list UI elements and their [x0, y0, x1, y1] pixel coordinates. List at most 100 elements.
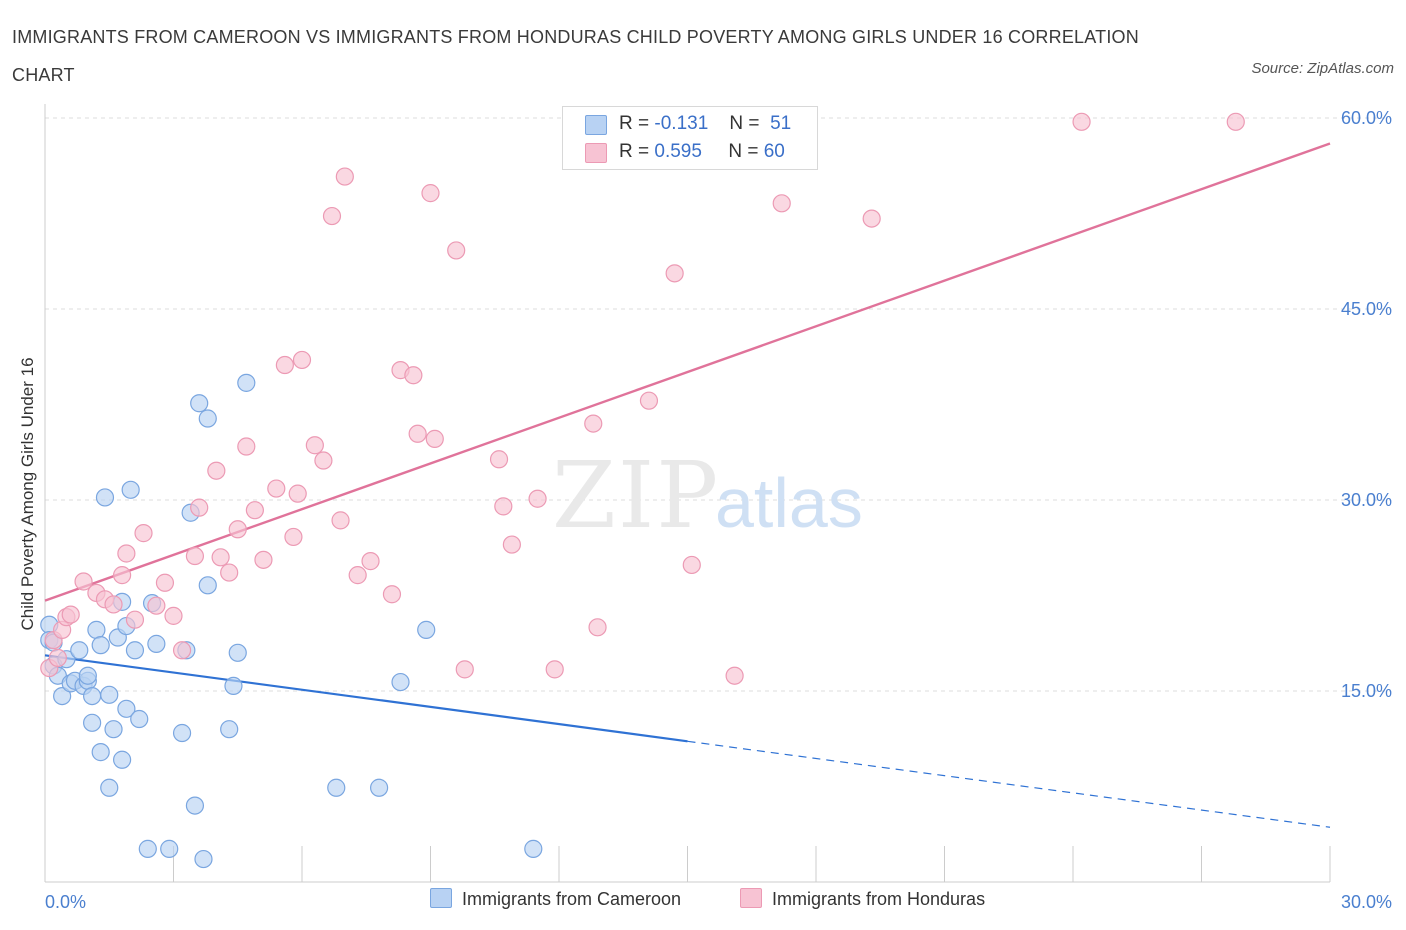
watermark: ZIP atlas	[552, 442, 863, 549]
cameroon-point	[91, 636, 110, 655]
legend-n-label: N =	[729, 113, 760, 134]
honduras-point	[1226, 112, 1245, 131]
honduras-point	[155, 573, 175, 592]
cameroon-point	[524, 839, 543, 858]
honduras-point	[228, 520, 247, 539]
honduras-point	[584, 414, 603, 433]
y-tick-label: 45.0%	[1341, 299, 1392, 319]
honduras-point	[404, 366, 423, 385]
legend-r-label: R =	[619, 141, 650, 162]
cameroon-point	[112, 750, 132, 769]
cameroon-point	[125, 641, 145, 660]
honduras-point	[275, 355, 294, 375]
honduras-point	[284, 527, 303, 547]
honduras-point	[862, 209, 881, 228]
cameroon-point	[224, 676, 243, 696]
legend-r-value-honduras: 0.595	[654, 141, 702, 162]
honduras-point	[220, 563, 239, 582]
honduras-point	[322, 206, 342, 226]
legend-r-value-cameroon: -0.131	[654, 113, 709, 134]
watermark-atlas: atlas	[715, 464, 863, 542]
bottom-legend-swatch-honduras	[740, 888, 762, 908]
bottom-legend-swatch-cameroon	[430, 888, 452, 908]
cameroon-point	[117, 699, 136, 718]
x-tick-label: 30.0%	[1341, 892, 1392, 912]
cameroon-point	[172, 723, 192, 743]
y-tick-label: 15.0%	[1341, 681, 1392, 701]
honduras-point	[682, 555, 701, 575]
bottom-legend-label-honduras: Immigrants from Honduras	[772, 889, 986, 909]
honduras-point	[489, 450, 509, 469]
legend-n-value-honduras: 60	[763, 141, 785, 162]
bottom-legend-honduras: Immigrants from Honduras	[740, 888, 985, 910]
source-label: Source: ZipAtlas.com	[1251, 60, 1394, 77]
honduras-point	[245, 501, 264, 520]
honduras-point	[331, 511, 350, 530]
honduras-point	[335, 167, 354, 186]
cameroon-point	[87, 620, 106, 639]
trend-lines	[44, 142, 1331, 828]
y-tick-label: 60.0%	[1341, 108, 1392, 128]
cameroon-point	[53, 686, 72, 706]
honduras-point	[455, 660, 474, 679]
honduras-point	[48, 648, 67, 667]
cameroon-point	[100, 685, 119, 704]
honduras-point	[172, 641, 192, 660]
honduras-point	[545, 660, 564, 679]
bottom-legend-label-cameroon: Immigrants from Cameroon	[462, 889, 682, 909]
cameroon-point	[417, 620, 436, 639]
bottom-legend-cameroon: Immigrants from Cameroon	[430, 888, 681, 910]
honduras-point	[117, 544, 136, 563]
honduras-trend-line	[44, 142, 1331, 602]
honduras-point	[1072, 112, 1091, 131]
cameroon-point	[198, 576, 217, 595]
cameroon-point	[198, 409, 217, 428]
legend-swatch-honduras	[585, 143, 607, 163]
honduras-point	[112, 566, 132, 585]
honduras-point	[125, 610, 145, 629]
legend-n-label: N =	[728, 141, 759, 162]
cameroon-point	[185, 796, 205, 815]
honduras-point	[382, 585, 402, 604]
cameroon-point	[228, 643, 247, 662]
cameroon-point	[104, 720, 123, 739]
honduras-point	[588, 618, 607, 637]
cameroon-point	[327, 778, 346, 797]
honduras-point	[185, 546, 205, 566]
honduras-point	[237, 437, 256, 456]
honduras-point	[267, 479, 286, 498]
honduras-point	[104, 595, 123, 614]
legend-r-label: R =	[619, 113, 650, 134]
honduras-point	[425, 429, 444, 448]
tick-labels: 15.0% 30.0% 45.0% 60.0% 0.0% 30.0%	[45, 108, 1392, 912]
cameroon-point	[91, 743, 110, 762]
cameroon-point	[130, 709, 149, 729]
honduras-point	[190, 498, 209, 517]
cameroon-point	[83, 686, 102, 706]
honduras-point	[134, 524, 153, 543]
honduras-point	[207, 461, 226, 480]
honduras-point	[348, 566, 367, 585]
honduras-point	[447, 241, 466, 260]
honduras-point	[211, 548, 230, 567]
cameroon-point	[138, 839, 157, 858]
cameroon-point	[190, 394, 209, 413]
legend-n-value-cameroon: 51	[770, 113, 792, 134]
honduras-point	[164, 606, 183, 625]
y-axis-label: Child Poverty Among Girls Under 16	[18, 357, 37, 630]
honduras-point	[254, 550, 273, 569]
cameroon-point	[121, 480, 140, 499]
cameroon-point	[147, 634, 166, 653]
honduras-point	[361, 552, 380, 571]
honduras-point	[292, 350, 312, 370]
honduras-point	[665, 264, 684, 283]
y-tick-label: 30.0%	[1341, 490, 1392, 510]
honduras-point	[408, 424, 427, 443]
honduras-point	[61, 605, 80, 624]
cameroon-point	[100, 778, 119, 797]
honduras-point	[494, 497, 513, 516]
chart-title: IMMIGRANTS FROM CAMEROON VS IMMIGRANTS F…	[12, 27, 1139, 85]
stats-legend: R = -0.131 N = 51 R = 0.595 N = 60	[562, 106, 818, 170]
cameroon-point	[194, 849, 213, 869]
